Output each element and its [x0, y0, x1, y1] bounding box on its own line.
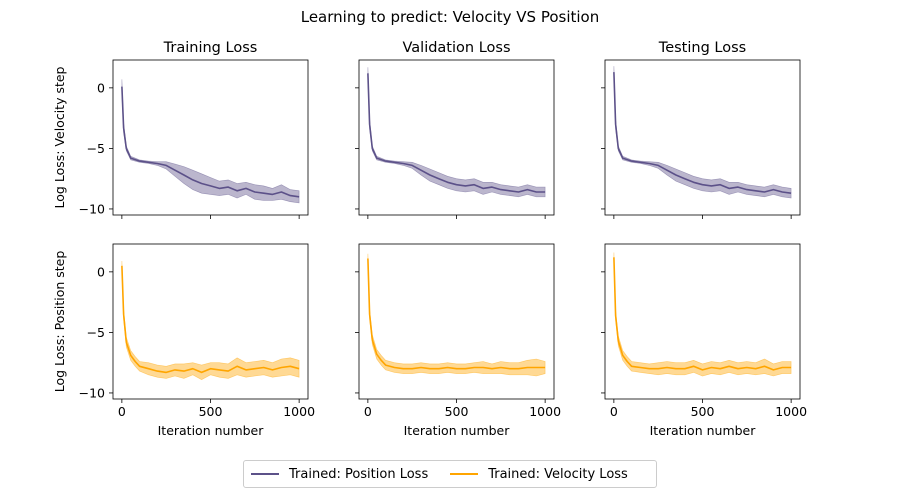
x-axis-label: Iteration number: [650, 423, 757, 438]
x-tick-label: 500: [445, 404, 469, 419]
panel-2: Validation Loss: [355, 40, 555, 219]
panel-3: Testing Loss: [601, 40, 801, 219]
x-tick-label: 1000: [775, 404, 807, 419]
panel-4: 0 500 1000 0 −5 −10 Iteration number Log Loss: …: [52, 243, 315, 438]
y-tick-label: −5: [87, 141, 105, 156]
legend-item-velocity: Trained: Velocity Loss: [450, 467, 628, 482]
x-axis-label: Iteration number: [158, 423, 265, 438]
mean-line: [613, 257, 792, 371]
legend-swatch-velocity: [450, 473, 479, 475]
confidence-band: [613, 66, 792, 199]
mean-line: [121, 86, 300, 198]
legend-label-position: Trained: Position Loss: [289, 466, 429, 482]
confidence-band: [121, 260, 300, 380]
x-tick-label: 500: [691, 404, 715, 419]
legend-label-velocity: Trained: Velocity Loss: [488, 466, 628, 482]
y-tick-label: 0: [97, 80, 105, 95]
legend-swatch-position: [251, 473, 279, 475]
x-tick-label: 500: [199, 404, 223, 419]
y-axis-label: Log Loss: Position step: [52, 251, 67, 393]
y-tick-label: 0: [97, 264, 105, 279]
legend-item-position: Trained: Position Loss: [251, 467, 428, 482]
mean-line: [121, 265, 300, 374]
x-tick-label: 0: [118, 404, 126, 419]
confidence-band: [613, 252, 792, 377]
axes-frame: [358, 243, 555, 400]
mean-line: [613, 72, 792, 194]
x-tick-label: 0: [364, 404, 372, 419]
y-axis-label: Log Loss: Velocity step: [52, 66, 67, 208]
confidence-band: [367, 253, 546, 377]
y-tick-label: −5: [87, 325, 105, 340]
panel-6: 0 500 1000 Iteration number: [601, 243, 807, 438]
confidence-band: [367, 67, 546, 198]
figure-title: Learning to predict: Velocity VS Positio…: [301, 8, 600, 26]
x-tick-label: 0: [610, 404, 618, 419]
panel-title: Testing Loss: [658, 40, 746, 56]
x-tick-label: 1000: [529, 404, 561, 419]
panel-1: 0 −5 −10 Training Loss Log Loss: Velocity st…: [52, 40, 309, 219]
x-tick-label: 1000: [283, 404, 315, 419]
panel-title: Training Loss: [163, 40, 258, 56]
x-axis-label: Iteration number: [404, 423, 511, 438]
mean-line: [367, 258, 546, 370]
confidence-band: [121, 79, 300, 204]
panel-5: 0 500 1000 Iteration number: [355, 243, 561, 438]
panel-title: Validation Loss: [402, 40, 510, 56]
legend: Trained: Position Loss Trained: Velocity…: [243, 460, 657, 488]
y-tick-label: −10: [79, 385, 105, 400]
y-tick-label: −10: [79, 201, 105, 216]
mean-line: [367, 73, 546, 193]
